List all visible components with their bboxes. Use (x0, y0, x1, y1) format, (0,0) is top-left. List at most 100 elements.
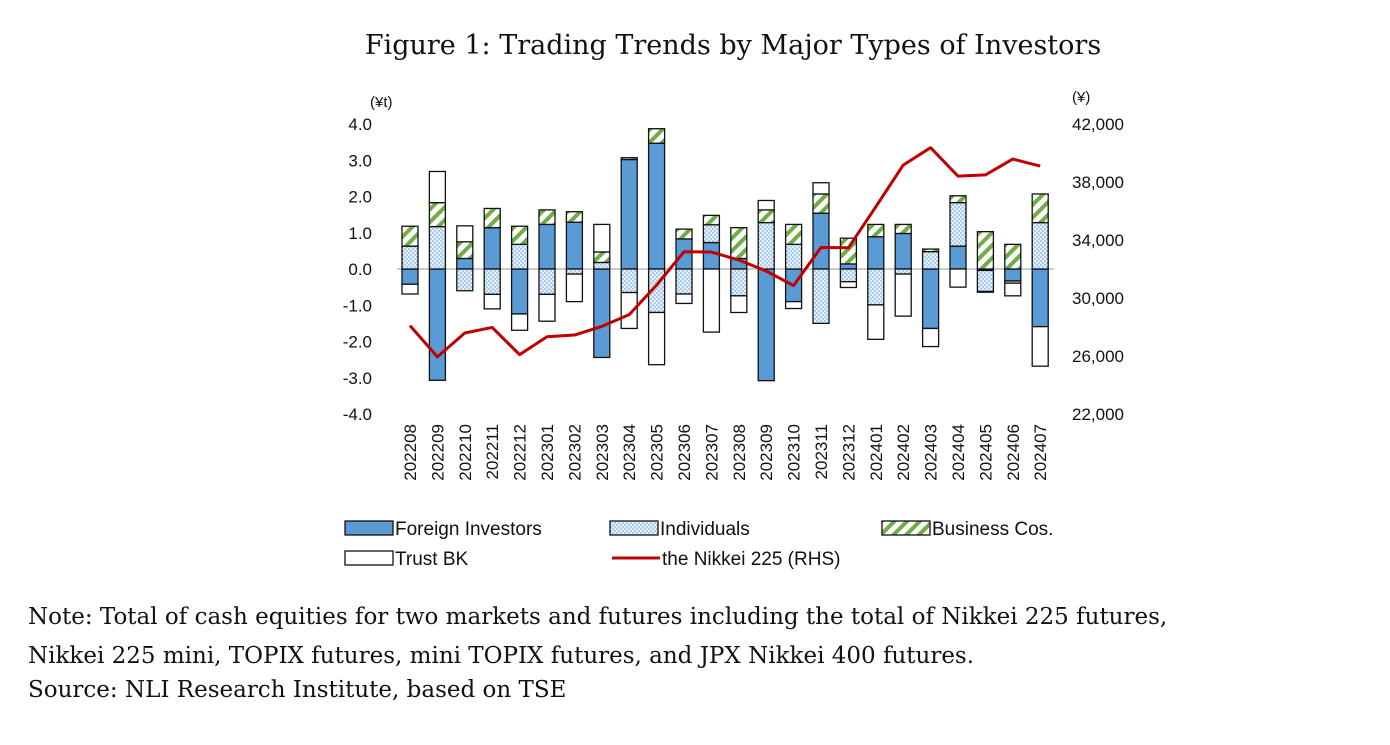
bar-individuals-202307 (702, 224, 721, 244)
note-line-2: Nikkei 225 mini, TOPIX futures, mini TOP… (28, 643, 975, 669)
x-tick-label: 202312 (839, 424, 858, 481)
legend-swatch-individuals (609, 520, 659, 536)
bar-trust-bk-202209 (428, 170, 447, 204)
x-tick-label: 202212 (511, 424, 530, 481)
y-tick-label: 4.0 (348, 115, 372, 134)
legend-label: Foreign Investors (395, 519, 542, 540)
bar-trust-bk-202303 (593, 223, 611, 253)
bar-individuals-202404 (949, 202, 967, 247)
x-tick-label: 202311 (812, 424, 831, 479)
x-tick-label: 202402 (894, 424, 913, 481)
bar-individuals-202309 (757, 221, 775, 270)
bar-trust-bk-202301 (538, 293, 556, 322)
legend-label: Business Cos. (932, 519, 1053, 540)
x-tick-label: 202404 (949, 424, 968, 481)
bar-individuals-202303 (593, 261, 611, 270)
bar-business-cos--202310 (784, 223, 803, 246)
bar-foreign-investors-202312 (839, 263, 858, 270)
bar-business-cos--202403 (921, 248, 940, 253)
bar-foreign-investors-202305 (647, 142, 666, 270)
bar-foreign-investors-202309 (757, 268, 775, 382)
y-tick-label: -2.0 (343, 333, 372, 352)
legend-swatch-business-cos- (881, 520, 931, 536)
bar-individuals-202312 (839, 268, 858, 283)
bar-business-cos--202406 (1004, 243, 1022, 270)
bar-business-cos--202402 (894, 223, 912, 235)
x-tick-label: 202209 (428, 424, 447, 481)
bar-foreign-investors-202210 (456, 257, 474, 270)
x-tick-label: 202401 (867, 424, 886, 481)
y2-tick-label: 22,000 (1072, 405, 1124, 424)
bar-foreign-investors-202407 (1031, 268, 1049, 328)
x-tick-label: 202210 (456, 424, 475, 481)
x-tick-label: 202302 (565, 424, 584, 481)
bar-foreign-investors-202301 (538, 223, 556, 270)
bar-trust-bk-202405 (976, 290, 995, 293)
bar-trust-bk-202309 (757, 199, 775, 211)
bar-individuals-202403 (921, 250, 940, 270)
bar-business-cos--202208 (401, 225, 419, 247)
x-tick-label: 202310 (785, 424, 804, 481)
y-tick-label: 3.0 (348, 151, 372, 170)
bar-business-cos--202309 (757, 209, 775, 224)
x-tick-label: 202305 (648, 424, 667, 481)
bar-individuals-202301 (538, 268, 556, 296)
y2-tick-label: 42,000 (1072, 115, 1124, 134)
y-tick-label: -1.0 (343, 296, 372, 315)
bar-trust-bk-202308 (730, 295, 748, 314)
y-tick-label: 1.0 (348, 224, 372, 243)
bar-business-cos--202407 (1031, 193, 1049, 224)
legend-swatch-trust-bk (344, 550, 394, 566)
bar-trust-bk-202211 (483, 293, 501, 310)
bar-business-cos--202209 (428, 202, 447, 228)
bar-business-cos--202210 (456, 241, 474, 260)
x-tick-label: 202306 (675, 424, 694, 481)
bar-trust-bk-202406 (1004, 282, 1022, 297)
bar-trust-bk-202306 (675, 293, 693, 305)
legend-label: Trust BK (395, 549, 469, 570)
y-tick-label: 0.0 (348, 260, 372, 279)
x-tick-label: 202304 (620, 424, 639, 481)
y2-tick-label: 34,000 (1072, 231, 1124, 250)
bar-business-cos--202303 (593, 251, 611, 264)
bar-trust-bk-202311 (812, 182, 830, 195)
bar-individuals-202209 (428, 225, 447, 270)
bar-business-cos--202404 (949, 195, 967, 204)
bar-individuals-202311 (812, 268, 830, 325)
bar-business-cos--202308 (730, 227, 748, 260)
note-line-1: Note: Total of cash equities for two mar… (28, 604, 1168, 630)
bar-trust-bk-202305 (647, 311, 666, 366)
bar-business-cos--202304 (620, 157, 638, 161)
bar-business-cos--202302 (565, 211, 584, 223)
bar-trust-bk-202212 (510, 313, 529, 331)
nikkei-225-line (408, 146, 1041, 359)
left-axis-unit: (¥t) (370, 94, 393, 111)
bar-trust-bk-202307 (702, 268, 721, 333)
bar-trust-bk-202304 (620, 291, 638, 330)
bar-foreign-investors-202212 (510, 268, 529, 315)
x-tick-label: 202309 (757, 424, 776, 481)
bar-foreign-investors-202303 (593, 268, 611, 359)
bar-trust-bk-202302 (565, 273, 584, 303)
bar-individuals-202208 (401, 245, 419, 270)
y2-tick-label: 30,000 (1072, 289, 1124, 308)
bar-foreign-investors-202209 (428, 268, 447, 381)
bar-trust-bk-202210 (456, 225, 474, 243)
y-tick-label: 2.0 (348, 188, 372, 207)
bar-business-cos--202301 (538, 209, 556, 226)
bar-trust-bk-202403 (921, 327, 940, 348)
bar-individuals-202310 (784, 243, 803, 270)
y-tick-label: -4.0 (343, 405, 372, 424)
bar-business-cos--202306 (675, 228, 693, 240)
bar-business-cos--202212 (510, 225, 529, 246)
legend-label: the Nikkei 225 (RHS) (662, 549, 840, 570)
source-line: Source: NLI Research Institute, based on… (28, 677, 567, 703)
bar-business-cos--202312 (839, 237, 858, 265)
bar-trust-bk-202310 (784, 300, 803, 310)
x-tick-label: 202308 (730, 424, 749, 481)
bar-foreign-investors-202307 (702, 241, 721, 270)
right-axis-unit: (¥) (1072, 89, 1090, 106)
bar-trust-bk-202407 (1031, 325, 1049, 367)
bar-individuals-202306 (675, 268, 693, 295)
bar-individuals-202402 (894, 268, 912, 275)
